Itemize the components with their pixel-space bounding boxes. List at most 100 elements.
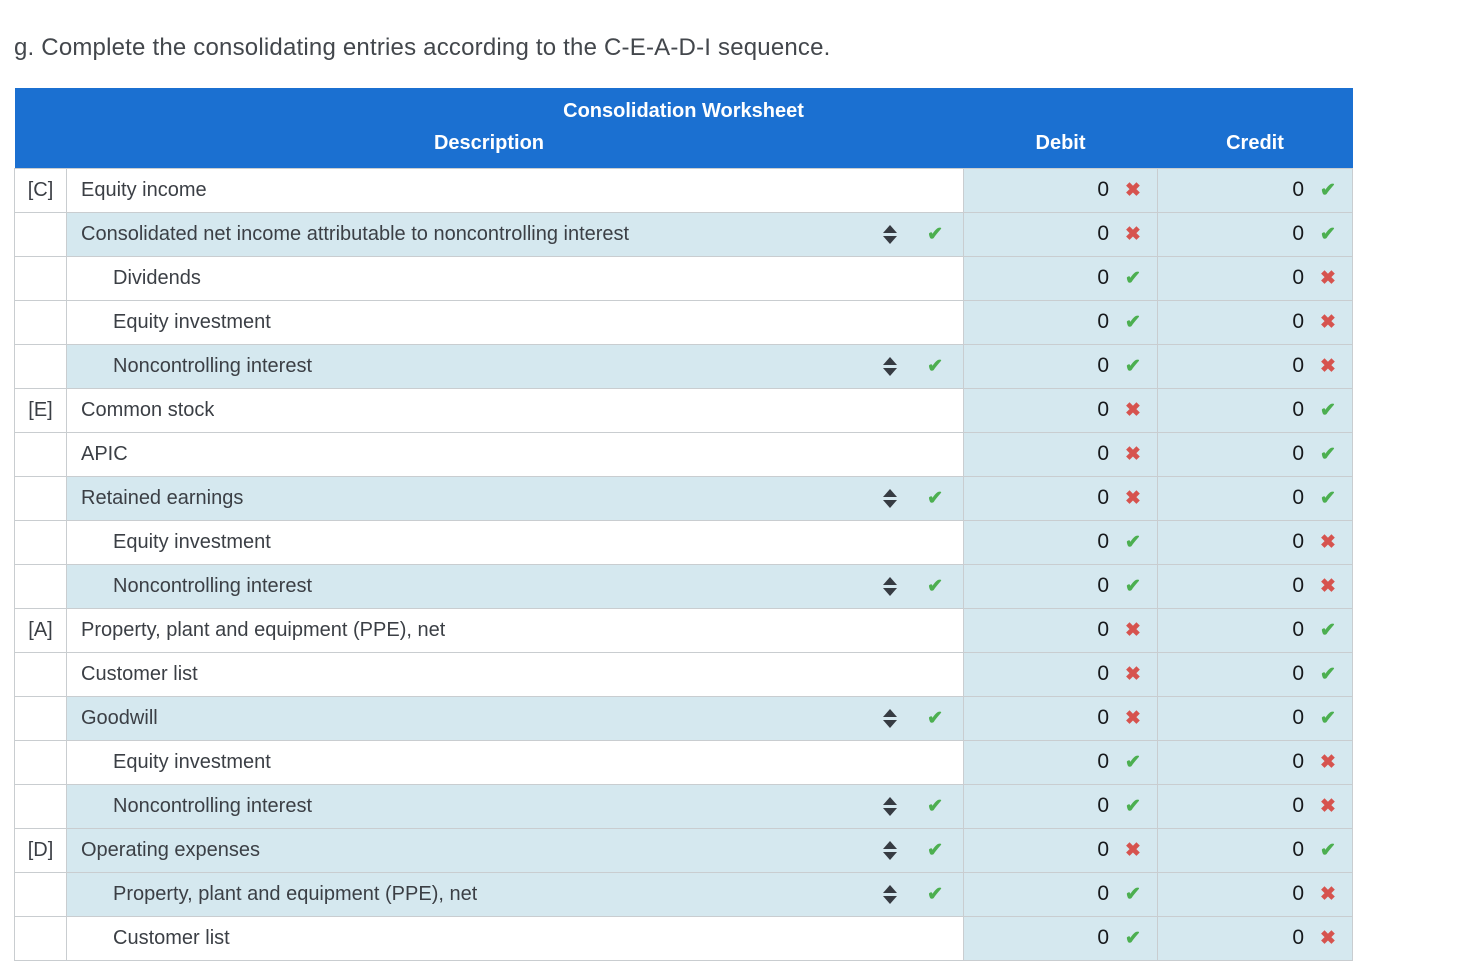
- dropdown-arrows-icon[interactable]: [883, 708, 898, 728]
- description-cell[interactable]: Goodwill ✔: [66, 695, 964, 741]
- arrow-down-icon: [883, 235, 898, 244]
- debit-cell[interactable]: 0 ✖: [963, 387, 1158, 433]
- account-label: Noncontrolling interest: [113, 354, 312, 377]
- description-cell: Equity investment: [66, 299, 964, 345]
- credit-cell[interactable]: 0 ✔: [1156, 651, 1354, 697]
- credit-cell[interactable]: 0 ✔: [1156, 475, 1354, 521]
- debit-cell[interactable]: 0 ✖: [963, 695, 1158, 741]
- credit-cell[interactable]: 0 ✖: [1156, 299, 1354, 345]
- debit-cell[interactable]: 0 ✔: [963, 871, 1158, 917]
- debit-cell[interactable]: 0 ✖: [963, 167, 1158, 213]
- credit-cell[interactable]: 0 ✔: [1156, 431, 1354, 477]
- debit-cell[interactable]: 0 ✖: [963, 827, 1158, 873]
- debit-cell[interactable]: 0 ✖: [963, 475, 1158, 521]
- credit-cell[interactable]: 0 ✔: [1156, 387, 1354, 433]
- dropdown-arrows-icon[interactable]: [883, 796, 898, 816]
- debit-cell[interactable]: 0 ✖: [963, 431, 1158, 477]
- credit-value: 0: [1292, 794, 1305, 817]
- arrow-up-icon: [883, 884, 898, 893]
- debit-cell[interactable]: 0 ✔: [963, 783, 1158, 829]
- dropdown-arrows-icon[interactable]: [883, 356, 898, 376]
- credit-status-icon: ✖: [1320, 267, 1336, 289]
- entry-tag-cell: [14, 695, 67, 741]
- dropdown-arrows-icon[interactable]: [883, 840, 898, 860]
- dropdown-arrows-icon[interactable]: [883, 884, 898, 904]
- account-label: Common stock: [81, 398, 215, 421]
- account-label: Retained earnings: [81, 486, 244, 509]
- description-cell[interactable]: Consolidated net income attributable to …: [66, 211, 964, 257]
- credit-cell[interactable]: 0 ✔: [1156, 827, 1354, 873]
- debit-value: 0: [1097, 926, 1109, 949]
- credit-cell[interactable]: 0 ✖: [1156, 563, 1354, 609]
- credit-cell[interactable]: 0 ✖: [1156, 739, 1354, 785]
- debit-status-icon: ✖: [1125, 487, 1141, 509]
- credit-cell[interactable]: 0 ✔: [1156, 211, 1354, 257]
- debit-cell[interactable]: 0 ✔: [963, 915, 1158, 961]
- worksheet-row: Noncontrolling interest ✔ 0 ✔ 0 ✖: [14, 563, 1354, 609]
- debit-status-icon: ✖: [1125, 179, 1141, 201]
- worksheet-row: Retained earnings ✔ 0 ✖ 0 ✔: [14, 475, 1354, 521]
- debit-status-icon: ✔: [1125, 311, 1141, 333]
- credit-cell[interactable]: 0 ✖: [1156, 519, 1354, 565]
- entry-tag-cell: [14, 343, 67, 389]
- answer-correct-check-icon: ✔: [927, 487, 943, 509]
- debit-cell[interactable]: 0 ✔: [963, 563, 1158, 609]
- worksheet-title-row: Consolidation Worksheet: [14, 88, 1353, 128]
- credit-cell[interactable]: 0 ✔: [1156, 607, 1354, 653]
- dropdown-arrows-icon[interactable]: [883, 488, 898, 508]
- credit-status-icon: ✖: [1320, 311, 1336, 333]
- worksheet-row: Customer list 0 ✔ 0 ✖: [14, 915, 1354, 961]
- credit-value: 0: [1292, 178, 1305, 201]
- credit-cell[interactable]: 0 ✔: [1156, 695, 1354, 741]
- description-cell[interactable]: Property, plant and equipment (PPE), net…: [66, 871, 964, 917]
- credit-value: 0: [1292, 662, 1305, 685]
- debit-cell[interactable]: 0 ✔: [963, 343, 1158, 389]
- debit-cell[interactable]: 0 ✔: [963, 255, 1158, 301]
- credit-cell[interactable]: 0 ✖: [1156, 915, 1354, 961]
- answer-correct-check-icon: ✔: [927, 883, 943, 905]
- entry-tag-cell: [D]: [14, 827, 67, 873]
- debit-value: 0: [1097, 266, 1109, 289]
- credit-cell[interactable]: 0 ✖: [1156, 871, 1354, 917]
- description-cell[interactable]: Noncontrolling interest ✔: [66, 343, 964, 389]
- credit-cell[interactable]: 0 ✖: [1156, 255, 1354, 301]
- dropdown-arrows-icon[interactable]: [883, 224, 898, 244]
- debit-cell[interactable]: 0 ✖: [963, 211, 1158, 257]
- description-cell[interactable]: Retained earnings ✔: [66, 475, 964, 521]
- credit-status-icon: ✖: [1320, 751, 1336, 773]
- debit-status-icon: ✔: [1125, 267, 1141, 289]
- debit-cell[interactable]: 0 ✔: [963, 299, 1158, 345]
- entry-tag-cell: [E]: [14, 387, 67, 433]
- dropdown-arrows-icon[interactable]: [883, 576, 898, 596]
- credit-value: 0: [1292, 706, 1305, 729]
- debit-cell[interactable]: 0 ✖: [963, 607, 1158, 653]
- debit-value: 0: [1097, 662, 1109, 685]
- account-label: Consolidated net income attributable to …: [81, 222, 630, 245]
- debit-value: 0: [1097, 178, 1109, 201]
- description-cell[interactable]: Noncontrolling interest ✔: [66, 563, 964, 609]
- description-cell: Customer list: [66, 651, 964, 697]
- account-label: Property, plant and equipment (PPE), net: [81, 618, 446, 641]
- entry-tag-cell: [14, 475, 67, 521]
- worksheet-row: Consolidated net income attributable to …: [14, 211, 1354, 257]
- arrow-down-icon: [883, 807, 898, 816]
- debit-cell[interactable]: 0 ✔: [963, 519, 1158, 565]
- debit-cell[interactable]: 0 ✖: [963, 651, 1158, 697]
- dropdown-controls: ✔: [883, 575, 949, 597]
- worksheet-row: Equity investment 0 ✔ 0 ✖: [14, 519, 1354, 565]
- credit-status-icon: ✔: [1320, 399, 1336, 421]
- credit-value: 0: [1292, 222, 1305, 245]
- credit-cell[interactable]: 0 ✔: [1156, 167, 1354, 213]
- description-cell: Dividends: [66, 255, 964, 301]
- answer-correct-check-icon: ✔: [927, 575, 943, 597]
- arrow-down-icon: [883, 851, 898, 860]
- description-cell[interactable]: Operating expenses ✔: [66, 827, 964, 873]
- debit-cell[interactable]: 0 ✔: [963, 739, 1158, 785]
- description-cell[interactable]: Noncontrolling interest ✔: [66, 783, 964, 829]
- worksheet-row: Property, plant and equipment (PPE), net…: [14, 871, 1354, 917]
- worksheet-row: APIC 0 ✖ 0 ✔: [14, 431, 1354, 477]
- worksheet-row: Dividends 0 ✔ 0 ✖: [14, 255, 1354, 301]
- credit-status-icon: ✖: [1320, 883, 1336, 905]
- credit-cell[interactable]: 0 ✖: [1156, 343, 1354, 389]
- credit-cell[interactable]: 0 ✖: [1156, 783, 1354, 829]
